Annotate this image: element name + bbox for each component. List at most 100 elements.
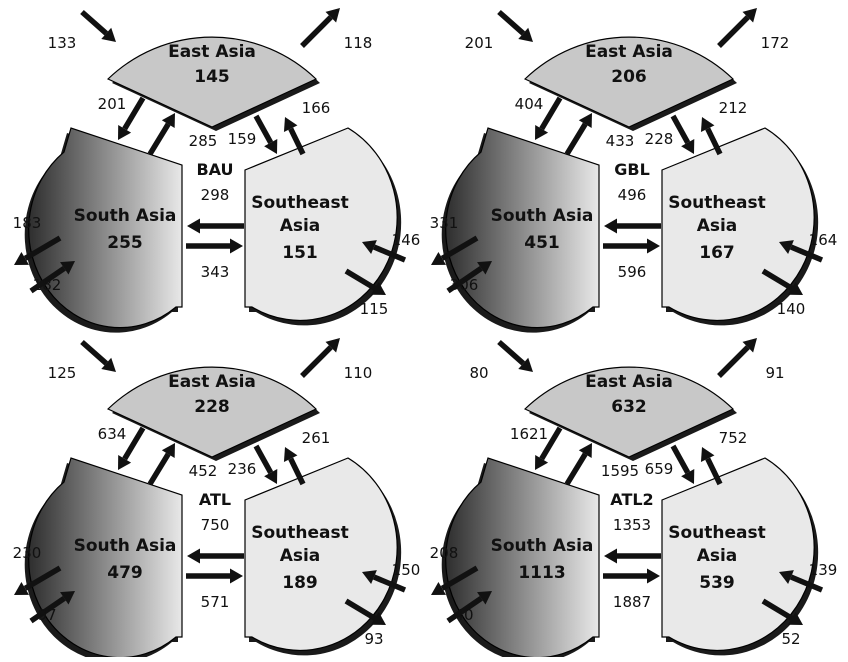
south-asia-label: South Asia (74, 206, 177, 226)
flow-southeast-to-east: 261 (302, 429, 331, 447)
flow-south-inflow: 97 (37, 606, 56, 624)
flow-southeast-to-east: 752 (719, 429, 748, 447)
flow-south-to-southeast: 596 (618, 263, 647, 281)
arrow-out-of-south-asia (14, 565, 62, 595)
southeast-asia-label-line1: Southeast (251, 193, 349, 213)
southeast-asia-label-line2: Asia (280, 216, 321, 236)
southeast-asia-label-line2: Asia (697, 216, 738, 236)
flow-southeast-inflow: 164 (809, 231, 838, 249)
arrow-into-south-asia (446, 591, 492, 624)
arrow-out-of-southeast-asia (344, 268, 386, 295)
arrow-into-southeast-asia (362, 240, 407, 263)
scenario-label: ATL (199, 490, 231, 509)
arrow-out-of-south-asia (431, 565, 479, 595)
arrow-southeast-to-south (187, 218, 244, 234)
scenario-panel-bau: East Asia 145 South Asia 255 Southeast Asia 15… (13, 8, 421, 333)
southeast-asia-sector (244, 457, 398, 651)
flow-south-outflow: 331 (430, 214, 459, 232)
southeast-asia-value: 189 (282, 573, 318, 593)
arrow-east-to-southeast (670, 114, 695, 154)
southeast-asia-label-line2: Asia (697, 546, 738, 566)
south-asia-value: 451 (524, 233, 560, 253)
flow-east-to-south: 634 (98, 425, 127, 443)
flow-south-to-east: 433 (606, 132, 635, 150)
east-asia-sector (106, 36, 318, 128)
flow-south-inflow: 306 (450, 276, 479, 294)
southeast-asia-label-line1: Southeast (251, 523, 349, 543)
south-asia-label: South Asia (74, 536, 177, 556)
flow-east-to-south: 201 (98, 95, 127, 113)
arrow-out-of-southeast-asia (761, 268, 803, 295)
flow-southeast-to-east: 166 (302, 99, 331, 117)
arrow-out-of-east-asia (717, 338, 757, 378)
east-asia-sector (523, 366, 735, 458)
flow-south-outflow: 230 (13, 544, 42, 562)
arrow-out-of-south-asia (431, 235, 479, 265)
flow-southeast-to-east: 212 (719, 99, 748, 117)
scenario-total: 750 (201, 516, 230, 534)
arrow-south-to-southeast (603, 238, 660, 254)
flow-southeast-outflow: 115 (360, 300, 389, 318)
arrow-south-to-southeast (186, 238, 243, 254)
flow-east-to-southeast: 236 (228, 460, 257, 478)
flow-east-to-southeast: 159 (228, 130, 257, 148)
arrow-east-to-southeast (253, 444, 278, 484)
flow-southeast-inflow: 139 (809, 561, 838, 579)
arrow-out-of-east-asia (717, 8, 757, 48)
arrow-southeast-to-south (187, 548, 244, 564)
arrow-into-south-asia (446, 261, 492, 294)
east-asia-label: East Asia (168, 372, 256, 392)
arrow-into-southeast-asia (779, 570, 824, 593)
flow-southeast-inflow: 146 (392, 231, 421, 249)
flow-east-to-south: 404 (515, 95, 544, 113)
scenario-panel-atl: East Asia 228 South Asia 479 Southeast Asia 18… (13, 338, 420, 662)
arrow-southeast-to-east (700, 447, 723, 486)
south-asia-value: 255 (107, 233, 143, 253)
arrow-into-east-asia (497, 9, 533, 42)
arrow-east-to-southeast (670, 444, 695, 484)
south-asia-value: 1113 (518, 563, 565, 583)
arrow-into-southeast-asia (362, 570, 407, 593)
scenario-label: GBL (614, 160, 650, 179)
arrow-into-south-asia (29, 591, 75, 624)
arrow-southeast-to-south (604, 218, 661, 234)
arrow-south-to-east (564, 443, 592, 486)
flow-east-to-southeast: 228 (645, 130, 674, 148)
southeast-asia-sector (661, 127, 815, 321)
southeast-asia-label-line1: Southeast (668, 523, 766, 543)
flow-east-inflow: 80 (469, 364, 488, 382)
flow-east-to-south: 1621 (510, 425, 548, 443)
flow-east-outflow: 172 (761, 34, 790, 52)
east-asia-sector (106, 366, 318, 458)
scenario-panel-gbl: East Asia 206 South Asia 451 Southeast Asia 16… (430, 8, 838, 333)
flow-east-outflow: 91 (765, 364, 784, 382)
southeast-asia-value: 167 (699, 243, 735, 263)
south-asia-label: South Asia (491, 536, 594, 556)
flow-east-inflow: 125 (48, 364, 77, 382)
arrow-out-of-east-asia (300, 338, 340, 378)
arrow-southeast-to-east (283, 117, 306, 156)
southeast-asia-label-line1: Southeast (668, 193, 766, 213)
arrow-into-south-asia (29, 261, 75, 294)
arrow-out-of-southeast-asia (761, 598, 803, 625)
arrow-into-east-asia (80, 9, 116, 42)
arrow-south-to-east (147, 443, 175, 486)
flow-south-to-southeast: 343 (201, 263, 230, 281)
arrow-southeast-to-south (604, 548, 661, 564)
arrow-east-to-southeast (253, 114, 278, 154)
southeast-asia-sector (661, 457, 815, 651)
flow-east-to-southeast: 659 (645, 460, 674, 478)
south-asia-value: 479 (107, 563, 143, 583)
flow-south-to-east: 285 (189, 132, 218, 150)
scenario-total: 298 (201, 186, 230, 204)
south-asia-sector (28, 457, 183, 659)
flow-east-inflow: 133 (48, 34, 77, 52)
arrow-southeast-to-east (283, 447, 306, 486)
arrow-into-east-asia (497, 339, 533, 372)
arrow-east-to-south (118, 426, 146, 470)
east-asia-value: 145 (194, 67, 230, 87)
arrow-south-to-southeast (603, 568, 660, 584)
flow-south-to-southeast: 1887 (613, 593, 651, 611)
southeast-asia-label-line2: Asia (280, 546, 321, 566)
